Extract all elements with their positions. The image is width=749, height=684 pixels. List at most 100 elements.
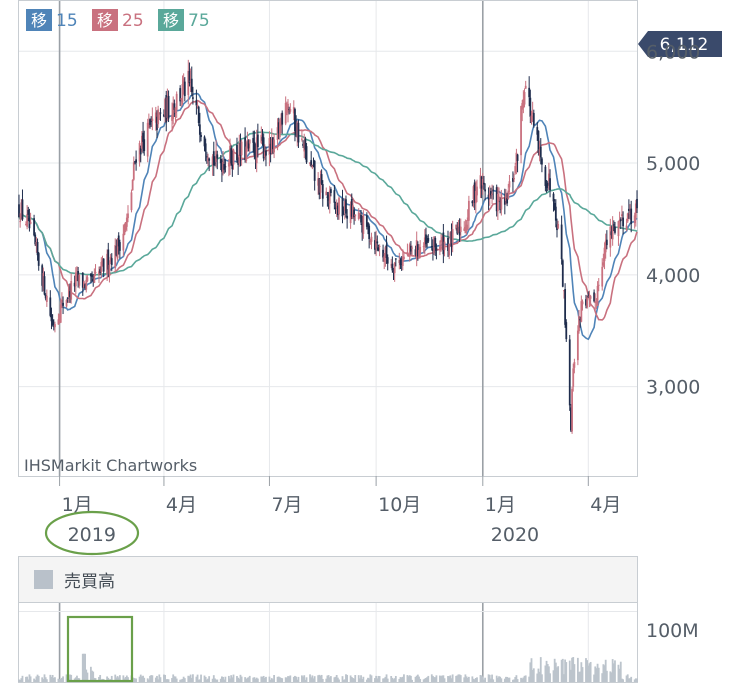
candle: [45, 289, 48, 307]
candle: [465, 220, 468, 235]
volume-bar: [425, 677, 427, 682]
volume-bar: [335, 675, 338, 682]
candle-body: [219, 158, 222, 164]
candle-body: [150, 121, 153, 123]
volume-bar: [223, 679, 226, 682]
candle: [483, 175, 485, 190]
candle-body: [115, 245, 118, 256]
candle-body: [98, 271, 100, 275]
volume-bar: [354, 675, 357, 682]
candle: [382, 244, 384, 262]
volume-bar: [205, 679, 208, 682]
candle: [448, 243, 451, 260]
volume-bar: [302, 676, 304, 682]
candle: [187, 59, 190, 105]
candle-body: [597, 284, 600, 286]
candle-body: [265, 150, 267, 156]
candle-body: [269, 143, 272, 154]
candle: [157, 105, 160, 128]
candle-body: [394, 258, 397, 260]
volume-bar: [633, 679, 636, 682]
volume-bar: [269, 679, 272, 682]
candle: [272, 137, 274, 155]
volume-bar: [557, 666, 560, 682]
candle: [360, 209, 362, 225]
candle: [320, 169, 323, 186]
candle-body: [596, 285, 599, 306]
volume-bar: [522, 677, 525, 682]
candle: [589, 294, 592, 307]
candle: [503, 188, 506, 215]
candle: [458, 218, 461, 242]
legend-item-ma15[interactable]: 移 15: [26, 9, 78, 31]
volume-bar: [147, 679, 150, 682]
candle-body: [172, 103, 175, 119]
candle-body: [43, 276, 46, 295]
candle: [181, 75, 184, 106]
candle: [57, 313, 60, 325]
candle-body: [28, 217, 31, 229]
volume-bar: [114, 674, 117, 682]
candle: [537, 130, 540, 156]
candle: [240, 139, 243, 166]
candle: [341, 189, 344, 224]
volume-bar: [278, 677, 281, 682]
volume-bar: [443, 678, 446, 682]
candle-body: [132, 162, 135, 180]
candle-body: [495, 187, 498, 212]
candle-body: [441, 237, 444, 242]
candle-body: [465, 224, 468, 231]
candle: [254, 143, 257, 170]
candle: [572, 363, 575, 392]
volume-bar: [473, 679, 476, 682]
volume-bar: [334, 676, 337, 682]
candle: [197, 105, 200, 127]
volume-bar: [19, 679, 22, 682]
volume-bar: [499, 676, 502, 682]
volume-bar: [538, 671, 541, 682]
candle: [434, 236, 437, 256]
candle: [593, 289, 595, 303]
candle: [596, 281, 599, 307]
candle-body: [54, 324, 56, 328]
candle: [390, 258, 393, 269]
candle: [263, 144, 266, 161]
candle: [164, 97, 166, 123]
candle-body: [400, 264, 403, 266]
candle-body: [374, 240, 376, 250]
legend-item-ma25[interactable]: 移 25: [92, 9, 144, 31]
candle: [375, 230, 378, 256]
candle: [118, 239, 121, 259]
candle-body: [37, 253, 40, 266]
volume-bar: [224, 676, 227, 682]
volume-bar: [211, 678, 214, 682]
volume-bar: [433, 677, 435, 682]
candle: [301, 129, 303, 142]
volume-bar: [89, 666, 92, 682]
volume-bar: [560, 659, 563, 682]
candle: [587, 291, 590, 299]
volume-bar: [605, 670, 608, 682]
candle: [378, 244, 381, 257]
candle-body: [611, 225, 614, 240]
volume-bar: [627, 678, 630, 682]
candle: [284, 96, 287, 126]
volume-bar: [619, 661, 622, 682]
candle: [163, 109, 165, 118]
candle-body: [513, 178, 515, 180]
candle: [595, 298, 598, 310]
volume-bar: [98, 676, 100, 682]
ma-line-15: [18, 92, 638, 341]
volume-bar: [480, 675, 483, 682]
candle-body: [164, 99, 166, 116]
legend-item-ma75[interactable]: 移 75: [158, 9, 210, 31]
candle-body: [118, 242, 121, 251]
candle: [91, 271, 93, 282]
candle-body: [630, 208, 633, 224]
candle: [101, 255, 104, 267]
candle-body: [73, 282, 76, 287]
candle: [561, 258, 564, 288]
volume-bar: [216, 679, 219, 682]
candle: [297, 119, 300, 148]
volume-bar: [447, 676, 449, 682]
